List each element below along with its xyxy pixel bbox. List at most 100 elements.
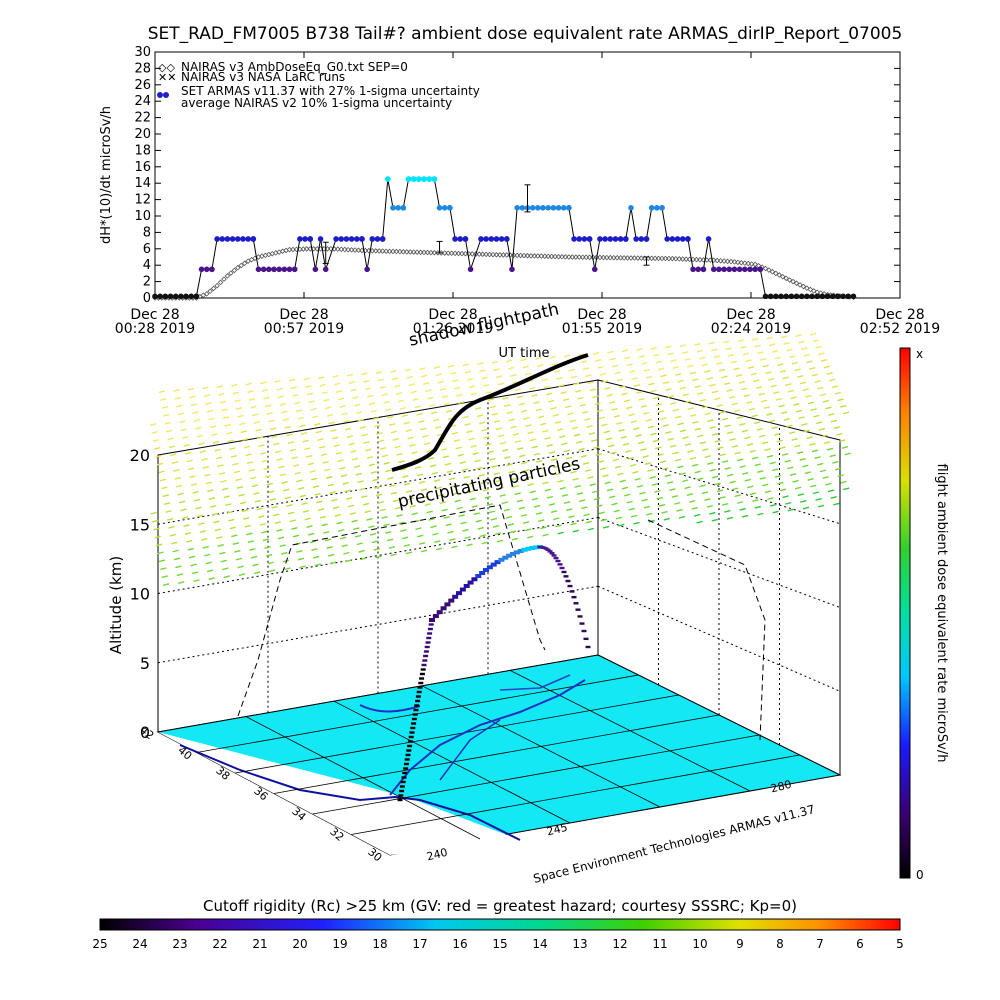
particle-dash xyxy=(621,486,629,490)
particle-dash xyxy=(383,461,390,465)
particle-dash xyxy=(287,441,295,445)
particle-dash xyxy=(744,478,751,482)
nairas-point xyxy=(766,267,772,273)
particle-dash xyxy=(556,428,564,432)
particle-dash xyxy=(319,445,326,449)
particle-dash xyxy=(520,409,528,413)
rigidity-tick-label: 22 xyxy=(212,937,227,951)
particle-dash xyxy=(662,467,669,471)
particle-dash xyxy=(795,409,803,413)
particle-dash xyxy=(253,492,260,495)
particle-dash xyxy=(481,376,488,380)
particle-dash xyxy=(764,448,771,451)
nairas-point xyxy=(397,248,403,255)
particle-dash xyxy=(667,394,675,398)
particle-dash xyxy=(184,531,191,535)
particle-dash xyxy=(544,488,551,492)
particle-dash xyxy=(711,348,718,352)
particle-dash xyxy=(223,575,230,579)
particle-dash xyxy=(421,374,428,378)
particle-dash xyxy=(461,468,468,472)
wall-gridline xyxy=(597,448,841,525)
particle-dash xyxy=(283,488,290,492)
particle-dash xyxy=(368,463,376,467)
particle-dash xyxy=(811,449,819,453)
track-point xyxy=(418,681,424,685)
particle-dash xyxy=(357,418,365,422)
track-point xyxy=(419,677,425,680)
map-feature xyxy=(499,674,571,691)
particle-dash xyxy=(670,401,677,405)
particle-dash xyxy=(538,467,545,471)
nairas-point xyxy=(562,254,569,260)
armas-point xyxy=(395,205,401,211)
particle-dash xyxy=(671,495,679,498)
particle-dash xyxy=(156,543,163,547)
armas-point xyxy=(550,205,557,211)
particle-dash xyxy=(493,419,501,423)
nairas-point xyxy=(555,253,562,260)
particle-dash xyxy=(356,542,363,546)
particle-dash xyxy=(790,396,797,400)
particle-dash xyxy=(426,510,433,514)
armas-series xyxy=(152,176,857,300)
rigidity-tick-label: 20 xyxy=(292,937,307,951)
particle-dash xyxy=(214,528,221,532)
particle-dash xyxy=(357,480,364,484)
particle-dash xyxy=(278,465,285,469)
particle-dash xyxy=(533,452,541,456)
particle-dash xyxy=(407,497,415,501)
track-point xyxy=(429,618,435,622)
particle-dash xyxy=(540,474,547,478)
rigidity-colorbar: Cutoff rigidity (Rc) >25 km (GV: red = g… xyxy=(92,897,903,951)
particle-dash xyxy=(708,341,715,345)
rigidity-tick-label: 13 xyxy=(572,937,587,951)
particle-dash xyxy=(297,416,304,420)
particle-dash xyxy=(553,465,560,469)
particle-dash xyxy=(580,454,587,458)
particle-dash xyxy=(809,367,816,370)
particle-dash xyxy=(788,355,796,359)
track-point xyxy=(452,594,459,599)
particle-dash xyxy=(802,388,809,392)
armas-point xyxy=(576,236,583,242)
particle-dash xyxy=(411,512,418,516)
particle-dash xyxy=(516,395,524,399)
particle-dash xyxy=(734,494,741,498)
particle-dash xyxy=(587,527,595,531)
particle-dash xyxy=(167,437,174,441)
particle-dash xyxy=(585,520,592,524)
particle-dash xyxy=(274,521,281,524)
particle-dash xyxy=(462,415,469,419)
particle-dash xyxy=(749,492,756,496)
track-point xyxy=(407,740,413,743)
particle-dash xyxy=(226,510,233,514)
particle-dash xyxy=(842,411,850,415)
particle-dash xyxy=(247,390,254,394)
particle-dash xyxy=(483,383,490,387)
floor-gridline xyxy=(333,700,571,824)
particle-dash xyxy=(785,383,792,386)
particle-dash xyxy=(707,419,714,423)
armas-point xyxy=(276,266,282,273)
floor-gridline xyxy=(245,716,481,840)
particle-dash xyxy=(422,495,430,499)
particle-dash xyxy=(470,392,478,396)
particle-dash xyxy=(731,402,738,406)
altitude-tick-label: 15 xyxy=(130,515,150,534)
particle-dash xyxy=(404,368,412,372)
particle-dash xyxy=(279,402,286,406)
particle-dash xyxy=(514,388,521,392)
particle-dash xyxy=(689,371,696,375)
particle-dash xyxy=(800,499,807,503)
legend-symbol-armas xyxy=(163,92,169,98)
particle-dash xyxy=(437,380,444,384)
particle-dash xyxy=(454,499,461,503)
particle-dash xyxy=(422,434,429,438)
particle-dash xyxy=(172,549,179,553)
particle-dash xyxy=(667,437,674,441)
particle-dash xyxy=(332,506,340,510)
track-point xyxy=(475,574,482,579)
particle-dash xyxy=(405,490,413,493)
particle-dash xyxy=(409,443,416,447)
